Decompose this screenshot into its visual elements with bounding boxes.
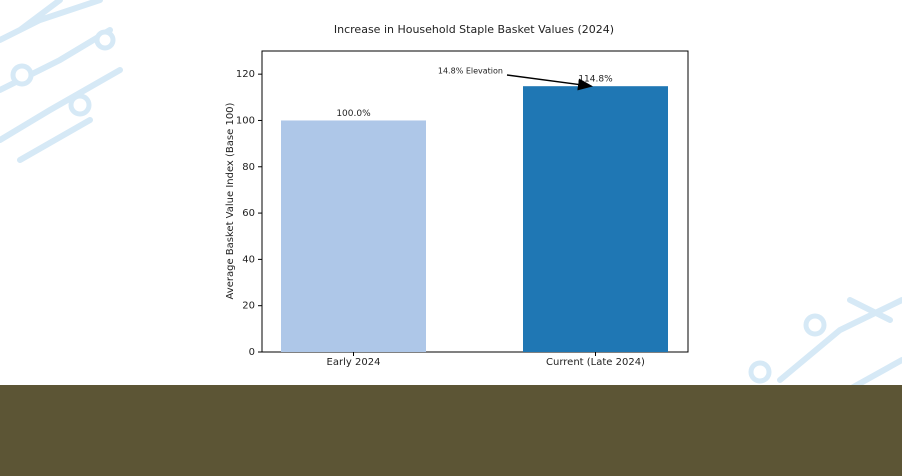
bar — [281, 120, 426, 352]
value-label: 100.0% — [336, 109, 371, 119]
y-tick-label: 80 — [242, 162, 255, 173]
y-tick-label: 0 — [249, 347, 255, 358]
annotation: 14.8% Elevation — [438, 67, 503, 76]
y-tick-label: 120 — [236, 69, 255, 80]
y-tick-label: 40 — [242, 254, 255, 265]
y-tick-label: 20 — [242, 301, 255, 312]
plot-frame — [261, 50, 689, 353]
x-tick-label: Current (Late 2024) — [546, 357, 645, 368]
x-tick-label: Early 2024 — [327, 357, 381, 368]
y-axis-label: Average Basket Value Index (Base 100) — [225, 102, 236, 299]
annotation-arrow — [506, 74, 593, 91]
y-tick-label: 60 — [242, 208, 255, 219]
bar — [523, 86, 668, 352]
footer-band — [0, 385, 902, 476]
chart-title: Increase in Household Staple Basket Valu… — [334, 23, 614, 36]
y-tick-label: 100 — [236, 115, 255, 126]
value-label: 114.8% — [578, 75, 613, 85]
